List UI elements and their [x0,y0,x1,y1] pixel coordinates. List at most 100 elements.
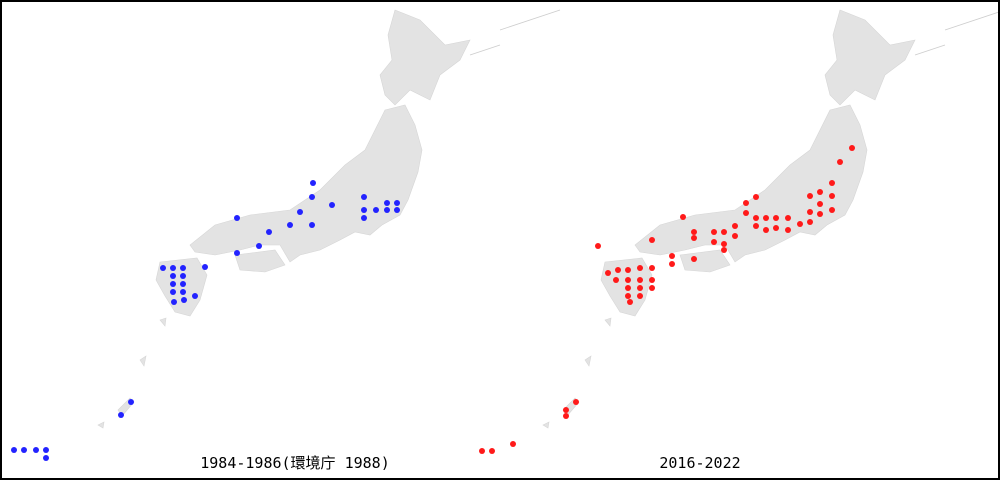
caption-right: 2016-2022 [659,454,740,472]
site-dot [711,229,717,235]
site-dot [11,447,17,453]
site-dot [743,210,749,216]
site-dot [691,229,697,235]
site-dot [171,299,177,305]
site-dot [637,285,643,291]
site-dot [615,267,621,273]
site-dot [797,221,803,227]
site-dot [605,270,611,276]
site-dot [33,447,39,453]
site-dot [732,233,738,239]
site-dot [743,200,749,206]
site-dot [128,399,134,405]
site-dot [202,264,208,270]
site-dot [785,227,791,233]
site-dot [829,207,835,213]
site-dot [394,207,400,213]
site-dot [563,413,569,419]
site-dot [829,193,835,199]
site-dot [763,227,769,233]
site-dot [691,256,697,262]
site-dot [170,273,176,279]
site-dot [613,277,619,283]
site-dot [309,222,315,228]
site-dot [192,293,198,299]
site-dot [170,289,176,295]
site-dot [160,265,166,271]
site-dot [753,194,759,200]
site-dot [266,229,272,235]
site-dot [763,215,769,221]
site-dot [329,202,335,208]
site-dot [753,223,759,229]
site-dot [817,211,823,217]
site-dot [829,180,835,186]
site-dot [180,265,186,271]
site-dot [573,399,579,405]
caption-left: 1984-1986(環境庁 1988) [200,454,390,472]
map-left [97,9,561,429]
site-dot [649,277,655,283]
site-dot [711,239,717,245]
site-dot [773,225,779,231]
site-dot [479,448,485,454]
site-dot [773,215,779,221]
site-dot [234,215,240,221]
site-dot [669,253,675,259]
site-dot [721,241,727,247]
site-dot [785,215,791,221]
site-dot [680,214,686,220]
site-dot [637,277,643,283]
points-right [479,145,855,454]
site-dot [43,455,49,461]
site-dot [563,407,569,413]
site-dot [43,447,49,453]
site-dot [170,281,176,287]
site-dot [181,297,187,303]
site-dot [649,265,655,271]
site-dot [510,441,516,447]
site-dot [721,229,727,235]
site-dot [625,293,631,299]
site-dot [625,277,631,283]
site-dot [637,265,643,271]
site-dot [297,209,303,215]
site-dot [625,285,631,291]
site-dot [361,215,367,221]
site-dot [310,180,316,186]
site-dot [489,448,495,454]
site-dot [394,200,400,206]
site-dot [807,209,813,215]
site-dot [361,207,367,213]
site-dot [361,194,367,200]
site-dot [837,159,843,165]
site-dot [170,265,176,271]
points-left [11,180,400,461]
site-dot [721,247,727,253]
site-dot [118,412,124,418]
site-dot [753,215,759,221]
site-dot [637,293,643,299]
site-dot [234,250,240,256]
site-dot [849,145,855,151]
site-dot [180,273,186,279]
site-dot [807,219,813,225]
site-dot [691,235,697,241]
site-dot [732,223,738,229]
site-dot [817,201,823,207]
site-dot [21,447,27,453]
site-dot [180,281,186,287]
site-dot [817,189,823,195]
site-dot [649,237,655,243]
site-dot [309,194,315,200]
site-dot [384,207,390,213]
site-dot [595,243,601,249]
site-dot [373,207,379,213]
site-dot [180,289,186,295]
site-dot [384,200,390,206]
map-right [542,9,998,429]
site-dot [649,285,655,291]
site-dot [669,261,675,267]
